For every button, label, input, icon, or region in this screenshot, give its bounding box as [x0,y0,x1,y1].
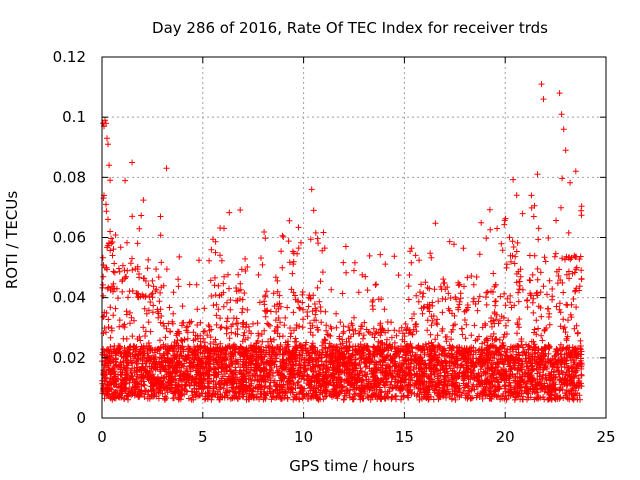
data-point [150,283,157,290]
data-point [103,208,110,215]
data-point [239,296,246,303]
data-point [418,281,425,288]
data-point [359,271,366,278]
data-point [129,267,136,273]
data-points [99,81,585,403]
data-point [227,306,234,313]
grid-lines [102,57,606,418]
data-point [145,282,152,289]
data-point [446,238,453,245]
data-point [425,340,432,347]
data-point [502,302,509,309]
data-point [562,256,568,263]
data-point [99,254,106,261]
data-point [535,236,542,243]
data-point [412,321,419,328]
data-point [340,323,347,330]
data-point [462,335,469,342]
data-point [194,322,201,328]
data-point [212,292,219,298]
data-point [145,319,152,326]
data-point [321,245,328,252]
data-point [220,303,227,310]
data-point [316,298,323,305]
data-point [431,286,438,293]
data-point [516,324,522,331]
data-point [153,266,160,273]
data-point [323,327,330,334]
data-point [217,315,224,322]
data-point [340,259,347,266]
data-point [471,322,478,329]
data-point [381,306,388,313]
data-point [163,266,170,273]
data-point [226,335,233,342]
data-point [364,287,371,294]
data-point [307,236,314,243]
data-point [319,269,326,276]
data-point [295,245,302,252]
data-point [210,377,217,384]
data-point [373,281,380,288]
data-point [565,268,572,275]
data-point [504,295,511,302]
data-point [117,244,124,251]
data-point [235,271,242,278]
data-point [519,210,526,217]
data-point [300,306,306,313]
data-point [239,305,246,312]
data-point [360,332,367,339]
data-point [103,264,110,271]
data-point [493,316,500,323]
data-point [295,378,302,385]
data-point [279,264,286,271]
data-point [506,234,513,241]
data-point [435,298,442,305]
data-point [287,325,293,331]
data-point [542,258,549,265]
data-point [470,281,477,288]
data-point [427,331,434,338]
chart-title: Day 286 of 2016, Rate Of TEC Index for r… [152,19,548,37]
data-point [534,276,541,283]
data-point [349,322,356,329]
data-point [142,333,148,339]
data-point [546,321,553,328]
data-point [318,319,325,326]
